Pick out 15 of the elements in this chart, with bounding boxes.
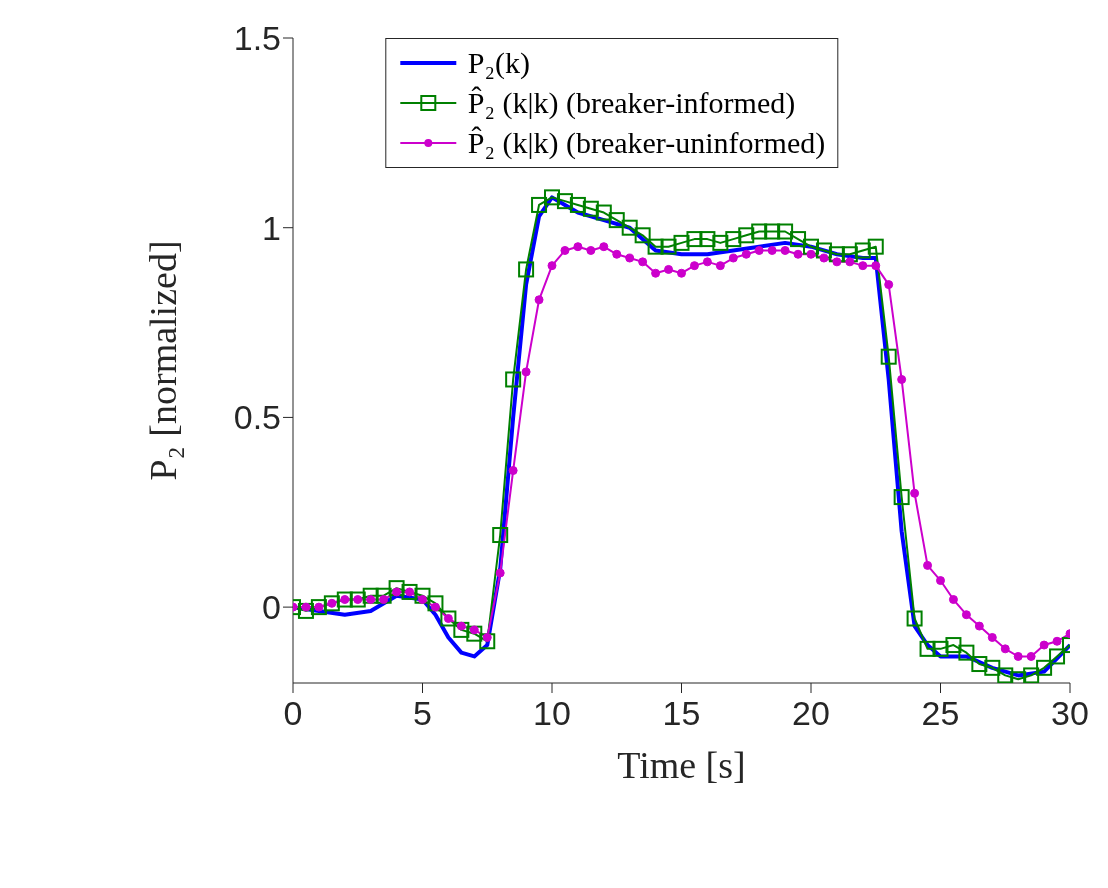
x-tick-label: 25 [921,694,960,733]
y-tick-label: 1.5 [233,19,281,58]
x-tick-label: 30 [1051,694,1089,733]
x-tick-label: 10 [533,694,571,733]
x-tick-label: 5 [413,694,432,733]
y-tick-label: 0 [262,588,281,627]
legend-label: P₂(k) [467,45,530,81]
legend-label: P̂₂ (k|k) (breaker-informed) [467,85,796,121]
legend-label: P̂₂ (k|k) (breaker-uninformed) [467,125,826,161]
y-tick-label: 1 [262,208,281,247]
x-tick-label: 15 [662,694,701,733]
x-tick-label: 20 [792,694,830,733]
y-tick-label: 0.5 [233,398,281,437]
y-axis-title: P₂ [normalized] [142,240,185,481]
x-axis-title: Time [s] [617,744,746,786]
